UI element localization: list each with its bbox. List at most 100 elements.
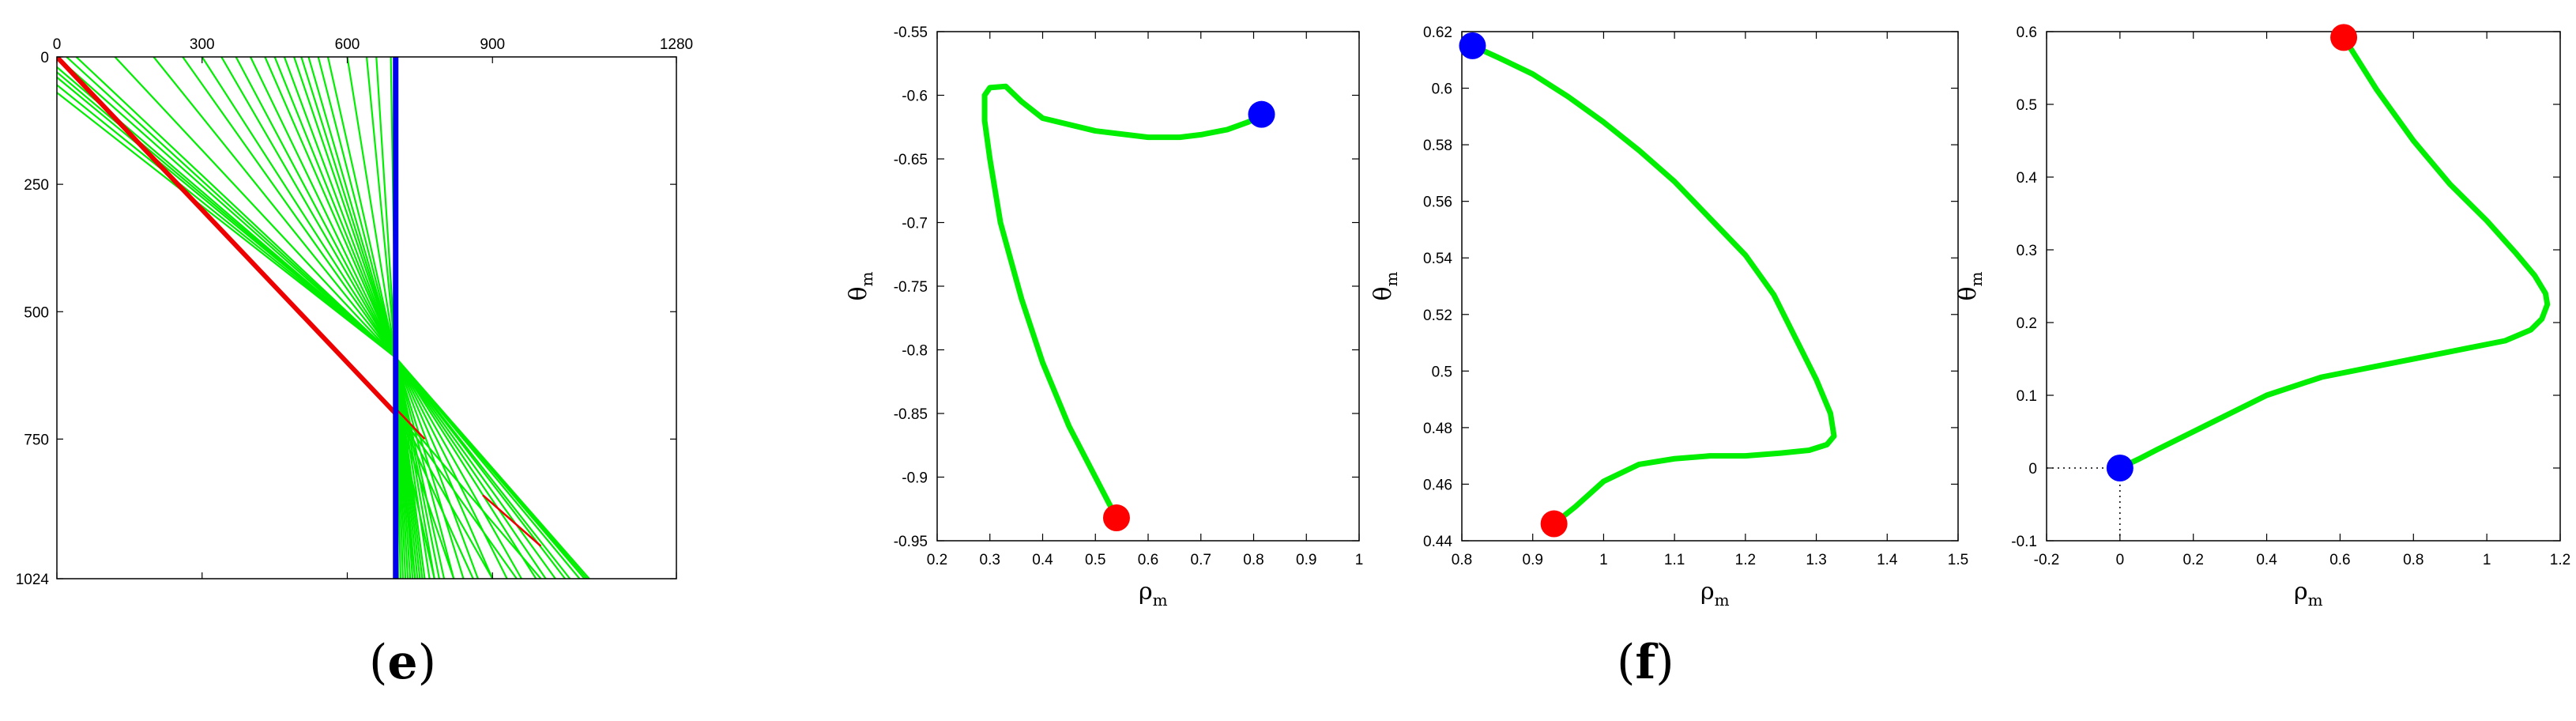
y-axis-subscript: m bbox=[1382, 271, 1401, 286]
projection-line-upper-1 bbox=[66, 57, 397, 359]
y-axis-symbol: θ bbox=[845, 286, 872, 300]
caption-e-letter: e bbox=[387, 635, 417, 690]
y-tick-label-5: 0.52 bbox=[1423, 308, 1452, 324]
chart-panel-trajectory-2: 0.8 0.9 1 1.1 1.2 1.3 1.4 1.5 0.62 0.6 0.58 0.56 0.5… bbox=[1369, 25, 1968, 610]
x-tick-label-0: 0.8 bbox=[1452, 552, 1472, 568]
projection-line-upper-14 bbox=[300, 57, 397, 358]
x-tick-label-7: 1.2 bbox=[2550, 552, 2570, 568]
x-tick-label-3: 0.4 bbox=[2256, 552, 2277, 568]
x-tick-label-5: 1.3 bbox=[1806, 552, 1826, 568]
y-axis-label: θm bbox=[1369, 271, 1401, 300]
projection-line-lower-27 bbox=[394, 357, 571, 579]
end-marker bbox=[1248, 100, 1275, 128]
projection-line-upper-18 bbox=[346, 57, 397, 358]
plot-frame bbox=[2046, 31, 2561, 542]
x-tick-label-2: 0.4 bbox=[1032, 552, 1053, 568]
x-tick-label-1: 0.3 bbox=[980, 552, 1000, 568]
x-tick-label-1: 0.9 bbox=[1523, 552, 1543, 568]
x-tick-label-6: 1 bbox=[2483, 552, 2491, 568]
y-tick-label-4: 1024 bbox=[16, 572, 50, 588]
projection-line-upper-7 bbox=[220, 57, 397, 358]
x-tick-label-1: 300 bbox=[190, 36, 215, 53]
y-axis-symbol: θ bbox=[1954, 286, 1982, 300]
trajectory-line bbox=[1469, 43, 1837, 527]
x-tick-label-0: 0 bbox=[53, 36, 62, 53]
x-axis-label: ρm bbox=[1139, 578, 1168, 610]
projection-line-lower2-0 bbox=[394, 408, 416, 579]
y-tick-label-6: -0.85 bbox=[894, 406, 928, 423]
x-tick-label-8: 1 bbox=[1355, 552, 1364, 568]
plot-frame bbox=[56, 56, 677, 579]
y-tick-label-9: 0.44 bbox=[1423, 534, 1452, 550]
end-marker bbox=[1459, 32, 1486, 59]
chart-panel-projection-image: 0 300 600 900 1280 0 250 500 750 1024 bbox=[16, 36, 693, 588]
projection-line-upper-19 bbox=[365, 57, 397, 358]
projection-line-lower-16 bbox=[394, 357, 446, 579]
caption-e: (e) bbox=[369, 635, 436, 690]
projection-line-upper-6 bbox=[201, 57, 397, 358]
projection-line-upper-4 bbox=[153, 57, 397, 358]
projection-line-upper-16 bbox=[317, 57, 397, 358]
projection-line-lower2-6 bbox=[394, 408, 542, 579]
start-marker bbox=[2330, 24, 2358, 51]
y-tick-label-7: -0.9 bbox=[902, 470, 928, 487]
end-marker bbox=[2106, 455, 2133, 481]
y-tick-label-1: -0.6 bbox=[902, 89, 928, 105]
projection-line-lower-20 bbox=[394, 357, 494, 579]
y-tick-label-3: 0.56 bbox=[1423, 194, 1452, 211]
lidar-segment-1 bbox=[482, 494, 542, 547]
x-tick-label-1: 0 bbox=[2116, 552, 2125, 568]
projection-line-lower-21 bbox=[394, 357, 508, 579]
y-tick-label-8: -0.95 bbox=[894, 534, 928, 550]
trajectory-line bbox=[2117, 34, 2551, 471]
projection-line-upper-3 bbox=[114, 57, 397, 359]
y-tick-label-6: 0.5 bbox=[1432, 364, 1452, 380]
x-tick-label-4: 1.2 bbox=[1735, 552, 1756, 568]
y-tick-label-4: -0.75 bbox=[894, 279, 928, 296]
y-tick-label-5: -0.8 bbox=[902, 343, 928, 360]
projection-line-upper-12 bbox=[283, 57, 397, 358]
x-axis-symbol: ρ bbox=[1139, 578, 1153, 606]
y-axis-label: θm bbox=[1954, 271, 1986, 300]
x-tick-label-7: 1.5 bbox=[1948, 552, 1968, 568]
x-tick-label-3: 1.1 bbox=[1664, 552, 1685, 568]
projection-line-lower2-4 bbox=[394, 408, 494, 579]
y-tick-label-5: 0.1 bbox=[2017, 388, 2037, 405]
y-tick-label-2: -0.65 bbox=[894, 152, 928, 168]
x-axis-symbol: ρ bbox=[2294, 578, 2308, 606]
chart-panel-trajectory-1: 0.2 0.3 0.4 0.5 0.6 0.7 0.8 0.9 1 -0.55 -0.6 -0.65 -… bbox=[845, 25, 1363, 610]
projection-line-upper-10 bbox=[264, 57, 397, 358]
trajectory-line bbox=[981, 83, 1265, 521]
projection-line-lower2-1 bbox=[394, 408, 435, 579]
plot-frame bbox=[936, 31, 1360, 542]
projection-line-lower2-5 bbox=[394, 408, 518, 579]
y-axis-symbol: θ bbox=[1369, 286, 1397, 300]
projection-line-upper-8 bbox=[235, 57, 397, 358]
lidar-segment-0 bbox=[394, 407, 426, 440]
y-axis-subscript: m bbox=[857, 271, 876, 286]
start-marker bbox=[1102, 504, 1130, 532]
y-tick-label-3: -0.7 bbox=[902, 216, 928, 232]
caption-f: (f) bbox=[1617, 635, 1674, 690]
projection-line-upper-13 bbox=[293, 57, 397, 358]
lidar-line-red bbox=[57, 57, 397, 416]
x-tick-label-0: 0.2 bbox=[927, 552, 947, 568]
projection-line-upper-2 bbox=[75, 57, 397, 359]
caption-f-letter: f bbox=[1635, 635, 1659, 690]
x-tick-label-3: 900 bbox=[480, 36, 505, 53]
projection-line-upper-5 bbox=[182, 57, 397, 358]
x-axis-subscript: m bbox=[1153, 591, 1168, 610]
x-tick-label-6: 1.4 bbox=[1877, 552, 1898, 568]
x-tick-label-2: 600 bbox=[335, 36, 360, 53]
y-tick-label-2: 500 bbox=[24, 304, 49, 321]
y-tick-label-1: 250 bbox=[24, 177, 49, 194]
x-tick-label-3: 0.5 bbox=[1085, 552, 1105, 568]
y-tick-label-2: 0.4 bbox=[2017, 170, 2038, 187]
x-tick-label-5: 0.7 bbox=[1191, 552, 1211, 568]
projection-line-lower-22 bbox=[394, 357, 522, 579]
projection-line-upper-11 bbox=[273, 57, 397, 358]
y-axis-label: θm bbox=[845, 271, 876, 300]
projection-line-upper-9 bbox=[250, 57, 397, 358]
plot-lines bbox=[57, 57, 590, 579]
